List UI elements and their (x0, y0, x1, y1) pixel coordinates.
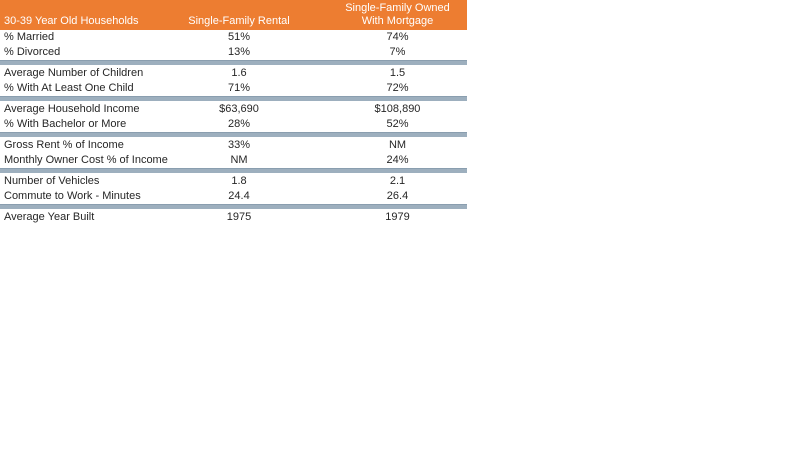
table-row: Gross Rent % of Income 33% NM (0, 138, 467, 153)
table-row: % Married 51% 74% (0, 30, 467, 45)
owned-value: 7% (389, 45, 406, 58)
divider-bar (0, 60, 467, 65)
rental-value: 28% (227, 117, 251, 130)
table-row: % With Bachelor or More 28% 52% (0, 117, 467, 132)
rental-value: 1.6 (231, 67, 247, 79)
group-divider (0, 59, 467, 66)
owned-value: 1.5 (389, 67, 406, 79)
row-label: % With At Least One Child (4, 81, 134, 94)
row-label: Number of Vehicles (4, 175, 100, 187)
owned-value: 72% (386, 81, 409, 94)
row-label: Commute to Work - Minutes (4, 189, 141, 202)
owned-value: NM (388, 139, 407, 151)
owned-value: $108,890 (374, 103, 421, 115)
rental-value: 33% (227, 139, 251, 151)
row-label: % Married (4, 31, 55, 43)
table-row: Average Household Income $63,690 $108,89… (0, 102, 467, 117)
owned-value: 2.1 (389, 175, 406, 187)
rental-value: 51% (227, 31, 251, 43)
row-label: Monthly Owner Cost % of Income (4, 153, 168, 166)
table-title: 30-39 Year Old Households (4, 15, 139, 27)
owned-value: 74% (386, 31, 409, 43)
table-row: Average Number of Children 1.6 1.5 (0, 66, 467, 81)
divider-bar (0, 96, 467, 101)
divider-bar (0, 132, 467, 137)
table-row: Number of Vehicles 1.8 2.1 (0, 174, 467, 189)
group-divider (0, 131, 467, 138)
group-divider (0, 167, 467, 174)
divider-bar (0, 168, 467, 173)
owned-value: 26.4 (386, 189, 409, 202)
table-header-row: 30-39 Year Old Households Single-Family … (0, 0, 467, 30)
rental-value: 1975 (226, 211, 252, 223)
table-row: Average Year Built 1975 1979 (0, 210, 467, 225)
row-label: % With Bachelor or More (4, 117, 127, 130)
table-row: % With At Least One Child 71% 72% (0, 81, 467, 96)
row-label: % Divorced (4, 45, 61, 58)
owned-value: 24% (386, 153, 409, 166)
rental-value: 1.8 (231, 175, 247, 187)
column-header-owned-label: Single-Family Owned With Mortgage (345, 2, 450, 27)
row-label: Average Number of Children (4, 67, 144, 79)
row-label: Average Year Built (4, 211, 95, 223)
rental-value: 13% (227, 45, 251, 58)
rental-value: NM (230, 153, 248, 166)
column-header-owned: Single-Family Owned With Mortgage (328, 0, 467, 30)
rental-value: 71% (227, 81, 251, 94)
divider-bar (0, 204, 467, 209)
table-row: Commute to Work - Minutes 24.4 26.4 (0, 189, 467, 204)
row-label: Gross Rent % of Income (4, 139, 124, 151)
owned-value: 52% (386, 117, 409, 130)
rental-value: $63,690 (219, 103, 259, 115)
column-header-rental: Single-Family Rental (188, 15, 290, 27)
owned-value: 1979 (385, 211, 410, 223)
group-divider (0, 203, 467, 210)
group-divider (0, 95, 467, 102)
row-label: Average Household Income (4, 103, 140, 115)
table-row: Monthly Owner Cost % of Income NM 24% (0, 153, 467, 168)
rental-value: 24.4 (228, 189, 250, 202)
household-comparison-table: 30-39 Year Old Households Single-Family … (0, 0, 467, 225)
table-row: % Divorced 13% 7% (0, 45, 467, 60)
